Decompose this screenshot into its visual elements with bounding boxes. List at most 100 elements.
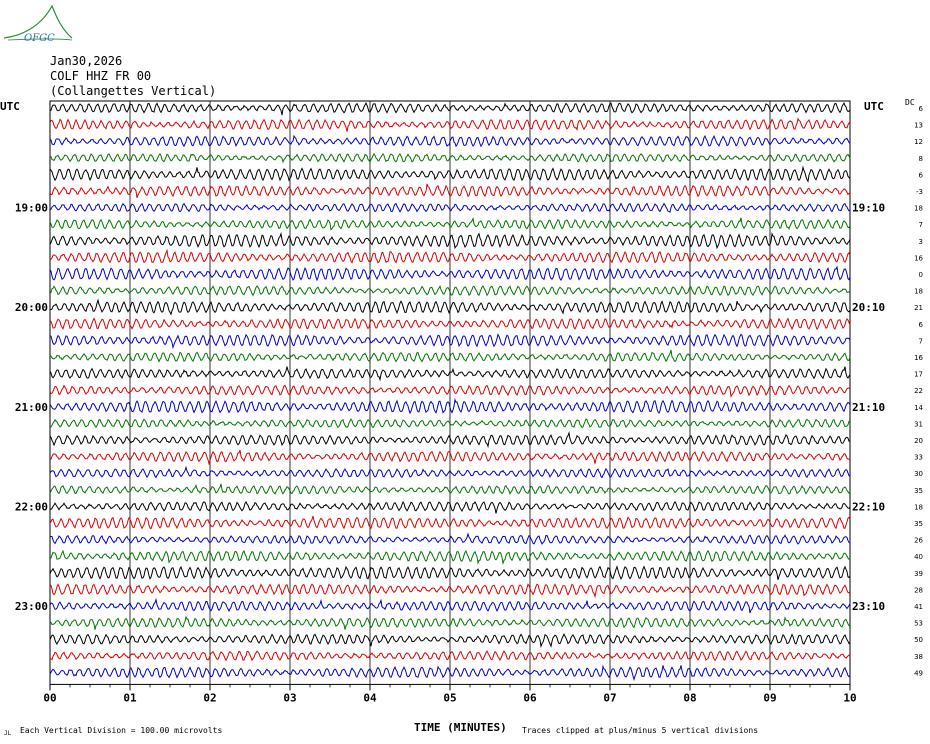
- dc-offset-label: 12: [914, 138, 923, 146]
- left-time-label: 21:00: [15, 401, 48, 414]
- dc-offset-label: 21: [914, 304, 923, 312]
- logo-arc: [3, 4, 73, 39]
- logo-text: OFGC: [24, 33, 55, 44]
- logo-arc-2: [7, 38, 73, 41]
- trace-line: [49, 532, 851, 545]
- dc-offset-label: 40: [914, 553, 923, 561]
- trace-line: [49, 202, 851, 213]
- x-tick-label: 09: [763, 691, 776, 704]
- trace-line: [49, 515, 851, 530]
- corner-mark: JL: [4, 730, 12, 737]
- x-tick-label: 10: [843, 691, 856, 704]
- dc-offset-label: 33: [914, 454, 923, 462]
- dc-offset-label: 39: [914, 570, 923, 578]
- trace-line: [49, 231, 851, 250]
- dc-offset-label: 41: [914, 603, 923, 611]
- dc-offset-label: 49: [914, 669, 923, 677]
- dc-offset-label: 13: [914, 122, 923, 130]
- x-tick-label: 04: [363, 691, 377, 704]
- trace-line: [49, 384, 851, 398]
- trace-line: [49, 183, 851, 199]
- trace-line: [49, 465, 851, 479]
- trace-line: [49, 449, 851, 466]
- left-time-label: 19:00: [15, 202, 48, 215]
- x-tick-label: 02: [203, 691, 216, 704]
- dc-offset-label: 31: [914, 420, 923, 428]
- left-time-label: 23:00: [15, 600, 48, 613]
- trace-line: [49, 664, 851, 682]
- dc-offset-label: 7: [919, 221, 923, 229]
- dc-offset-label: 18: [914, 288, 923, 296]
- trace-line: [49, 500, 851, 514]
- trace-line: [49, 349, 851, 363]
- utc-label-left: UTC: [0, 100, 20, 113]
- trace-line: [49, 333, 851, 350]
- right-time-label: 19:10: [852, 202, 885, 215]
- dc-offset-label: 22: [914, 387, 923, 395]
- dc-offset-label: 53: [914, 620, 923, 628]
- left-time-label: 22:00: [15, 500, 48, 513]
- header-location: (Collangettes Vertical): [50, 84, 217, 98]
- ofgc-logo: OFGC: [3, 4, 73, 44]
- trace-line: [49, 298, 851, 316]
- dc-offset-label: 35: [914, 487, 923, 495]
- right-time-label: 22:10: [852, 500, 885, 513]
- trace-line: [49, 597, 851, 614]
- trace-line: [49, 565, 851, 580]
- utc-label-right: UTC: [864, 100, 884, 113]
- x-tick-label: 01: [123, 691, 137, 704]
- trace-line: [49, 217, 851, 231]
- dc-offset-label: 7: [919, 337, 923, 345]
- dc-offset-label: 6: [919, 105, 924, 113]
- trace-line: [49, 165, 851, 183]
- trace-line: [49, 633, 851, 649]
- trace-line: [49, 483, 851, 495]
- trace-line: [49, 117, 851, 132]
- dc-offset-label: 50: [914, 636, 923, 644]
- x-tick-label: 06: [523, 691, 537, 704]
- dc-offset-label: 6: [919, 321, 924, 329]
- dc-offset-label: 14: [914, 404, 923, 412]
- trace-line: [49, 134, 851, 148]
- right-time-label: 20:10: [852, 301, 885, 314]
- trace-line: [49, 418, 851, 429]
- dc-offset-label: 18: [914, 205, 923, 213]
- trace-line: [49, 615, 851, 630]
- trace-line: [49, 317, 851, 331]
- dc-offset-label: 6: [919, 171, 924, 179]
- trace-line: [49, 549, 850, 566]
- trace-line: [49, 248, 851, 264]
- dc-offset-label: 18: [914, 503, 923, 511]
- dc-label: DC: [905, 98, 915, 107]
- trace-line: [49, 366, 851, 382]
- left-time-label: 20:00: [15, 301, 48, 314]
- x-tick-label: 07: [603, 691, 616, 704]
- x-axis-label: TIME (MINUTES): [414, 721, 507, 734]
- dc-offset-label: 0: [919, 271, 923, 279]
- x-tick-label: 08: [683, 691, 696, 704]
- dc-offset-label: 3: [919, 238, 923, 246]
- trace-line: [49, 650, 851, 662]
- trace-line: [49, 397, 851, 415]
- dc-offset-label: 26: [914, 537, 923, 545]
- dc-offset-label: 35: [914, 520, 923, 528]
- dc-offset-label: 8: [919, 155, 923, 163]
- division-note: Each Vertical Division = 100.00 microvol…: [20, 726, 223, 735]
- right-time-label: 23:10: [852, 600, 885, 613]
- x-tick-label: 03: [283, 691, 296, 704]
- dc-offset-label: 16: [914, 354, 923, 362]
- dc-offset-label: 38: [914, 653, 923, 661]
- dc-offset-label: 30: [914, 470, 923, 478]
- trace-line: [49, 583, 851, 599]
- header-date: Jan30,2026: [50, 54, 123, 68]
- x-tick-label: 00: [43, 691, 56, 704]
- dc-offset-label: 20: [914, 437, 923, 445]
- trace-line: [49, 152, 851, 164]
- trace-line: [50, 101, 851, 116]
- trace-line: [49, 285, 851, 297]
- header-station: COLF HHZ FR 00: [50, 69, 152, 83]
- clip-note: Traces clipped at plus/minus 5 vertical …: [522, 726, 759, 735]
- x-tick-label: 05: [443, 691, 456, 704]
- dc-offset-label: 28: [914, 586, 923, 594]
